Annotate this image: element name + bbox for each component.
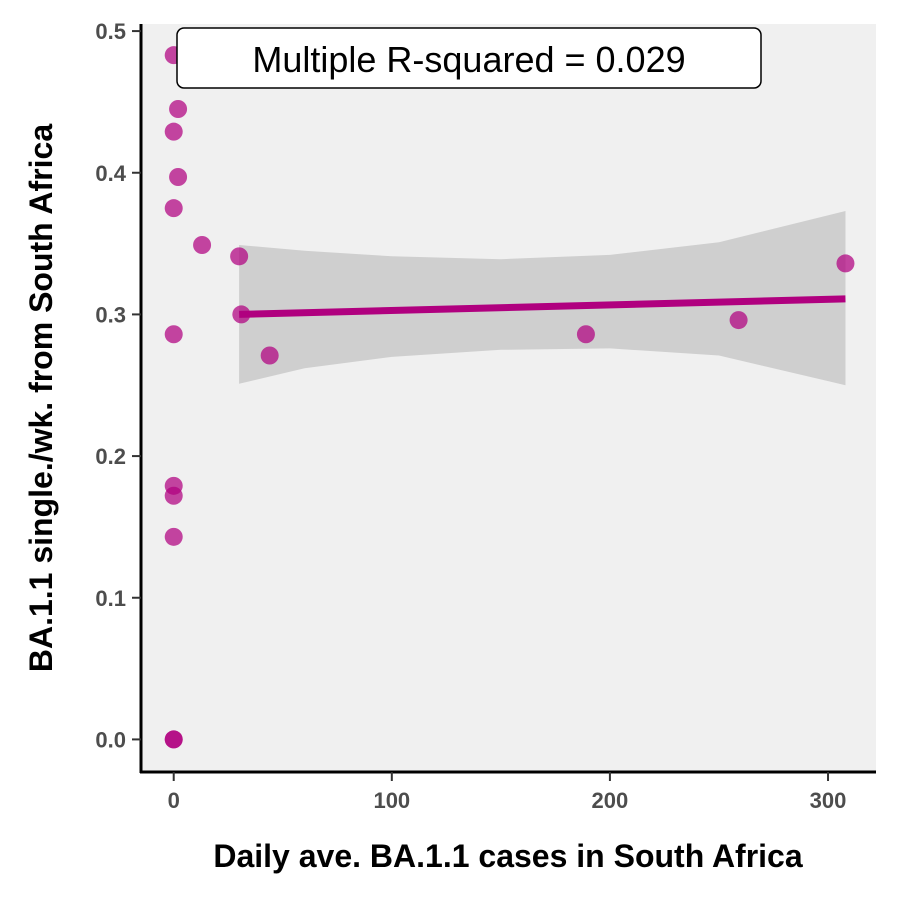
x-tick-label: 200 bbox=[592, 788, 629, 813]
data-point bbox=[576, 325, 595, 344]
confidence-band-layer bbox=[239, 211, 846, 386]
y-tick-label: 0.5 bbox=[95, 19, 126, 44]
fit-line bbox=[239, 295, 846, 318]
data-point bbox=[164, 486, 183, 505]
data-point bbox=[164, 122, 183, 141]
y-tick-label: 0.1 bbox=[95, 586, 126, 611]
x-tick-label: 0 bbox=[168, 788, 180, 813]
data-point bbox=[164, 730, 183, 749]
plot-panel bbox=[141, 24, 876, 772]
points-layer bbox=[164, 46, 855, 749]
x-axis-title: Daily ave. BA.1.1 cases in South Africa bbox=[213, 838, 802, 874]
data-point bbox=[232, 305, 251, 324]
y-tick-label: 0.0 bbox=[95, 727, 126, 752]
data-point bbox=[230, 247, 249, 266]
data-point bbox=[193, 236, 212, 254]
data-point bbox=[164, 527, 183, 546]
data-point bbox=[164, 325, 183, 344]
y-tick-label: 0.2 bbox=[95, 444, 126, 469]
data-point bbox=[164, 199, 183, 218]
y-tick-label: 0.3 bbox=[95, 302, 126, 327]
data-point bbox=[169, 168, 188, 186]
data-point bbox=[836, 254, 855, 273]
y-axis-title: BA.1.1 single./wk. from South Africa bbox=[23, 124, 59, 672]
data-point bbox=[169, 100, 188, 118]
fit-line-layer bbox=[239, 295, 846, 318]
annotation-box: Multiple R-squared = 0.029 bbox=[176, 27, 762, 89]
y-ticks: 0.0 0.1 0.2 0.3 0.4 0.5 bbox=[95, 19, 141, 752]
annotation-label: Multiple R-squared = 0.029 bbox=[252, 39, 685, 80]
y-tick-label: 0.4 bbox=[95, 161, 126, 186]
x-tick-label: 100 bbox=[373, 788, 410, 813]
x-tick-label: 300 bbox=[810, 788, 847, 813]
x-ticks: 0 100 200 300 bbox=[168, 772, 847, 813]
data-point bbox=[729, 311, 748, 330]
confidence-band bbox=[239, 211, 846, 386]
data-point bbox=[260, 346, 279, 365]
